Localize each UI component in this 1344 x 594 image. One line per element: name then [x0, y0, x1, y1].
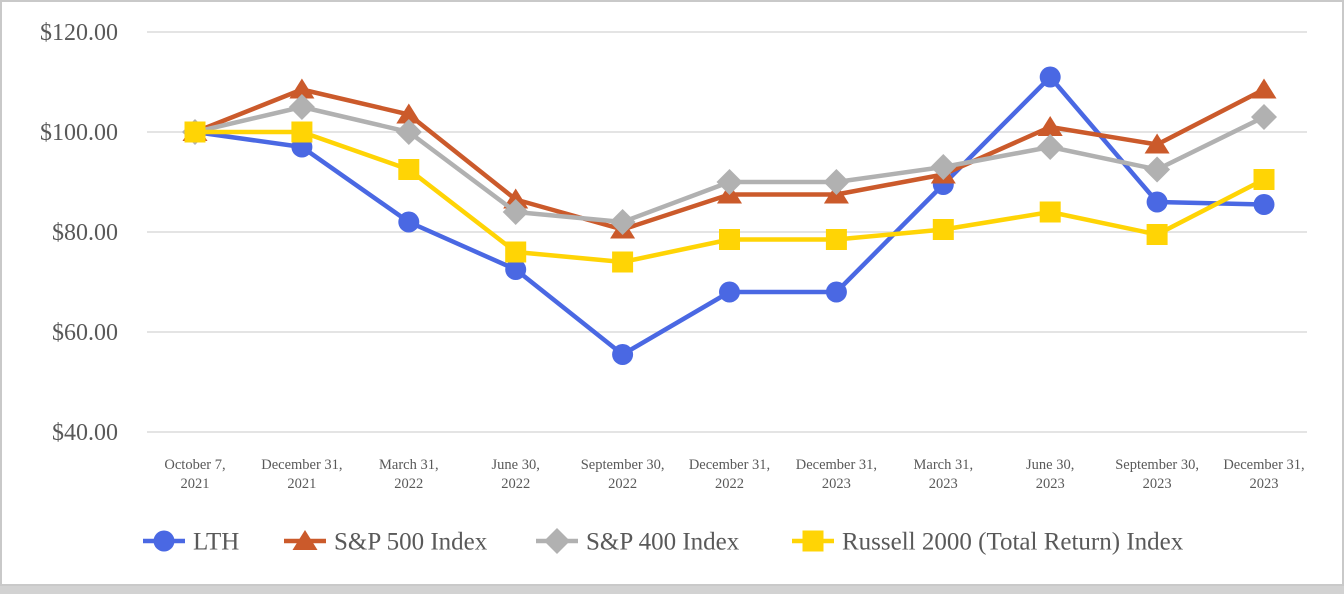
diamond-marker — [395, 119, 422, 145]
x-tick-label-line2: 2023 — [1036, 476, 1065, 492]
y-tick-label: $60.00 — [52, 320, 118, 346]
x-tick-label-line2: 2023 — [1143, 476, 1172, 492]
square-marker — [719, 229, 740, 250]
legend-item: S&P 400 Index — [536, 528, 740, 556]
circle-marker — [505, 259, 527, 280]
triangle-marker — [396, 103, 422, 124]
diamond-marker — [1037, 134, 1064, 160]
triangle-marker — [503, 188, 529, 209]
y-axis-labels: $120.00 $100.00 $80.00 $60.00 $40.00 — [40, 20, 118, 446]
legend-label: LTH — [193, 529, 239, 556]
series-diamond — [182, 94, 1277, 235]
x-tick-label-line2: 2021 — [287, 476, 316, 492]
triangle-marker — [1037, 116, 1063, 136]
diamond-marker — [716, 169, 743, 195]
x-tick-label-line1: December 31, — [796, 457, 877, 473]
circle-marker — [825, 281, 847, 303]
diamond-marker — [609, 209, 636, 235]
x-tick-label-line1: September 30, — [1115, 457, 1199, 473]
x-tick-label-line1: December 31, — [689, 457, 770, 473]
diamond-marker — [823, 169, 850, 195]
series-circle — [184, 66, 1275, 365]
chart-legend: LTH S&P 500 Index S&P 400 Index Russell 200… — [143, 528, 1184, 556]
triangle-icon — [292, 530, 318, 550]
x-tick-label-line2: 2021 — [181, 476, 210, 492]
x-tick-label-line1: December 31, — [1223, 457, 1304, 473]
x-tick-label-line1: October 7, — [164, 457, 225, 473]
series-square — [184, 121, 1275, 273]
y-tick-label: $40.00 — [52, 420, 118, 446]
legend-item: Russell 2000 (Total Return) Index — [792, 529, 1184, 556]
square-marker — [1253, 169, 1275, 190]
square-marker — [1039, 201, 1061, 223]
circle-icon — [153, 530, 175, 552]
y-tick-label: $80.00 — [52, 220, 118, 246]
series-line — [192, 104, 1267, 225]
diamond-marker — [1144, 156, 1171, 183]
y-tick-label: $100.00 — [40, 120, 118, 146]
square-marker — [612, 251, 634, 273]
legend-label: S&P 400 Index — [586, 529, 740, 556]
x-tick-label-line2: 2022 — [501, 476, 530, 492]
legend-label: Russell 2000 (Total Return) Index — [842, 529, 1184, 556]
x-tick-label-line1: June 30, — [492, 457, 540, 473]
x-tick-label-line2: 2023 — [1250, 476, 1279, 492]
legend-item: S&P 500 Index — [284, 529, 488, 556]
square-marker — [291, 121, 313, 143]
x-tick-label-line1: March 31, — [914, 457, 974, 473]
legend-item: LTH — [143, 529, 239, 556]
circle-marker — [1253, 194, 1275, 215]
triangle-marker — [289, 78, 315, 99]
circle-marker — [1146, 191, 1168, 213]
circle-marker — [398, 211, 420, 233]
circle-marker — [719, 281, 740, 303]
x-tick-label-line1: June 30, — [1026, 457, 1074, 473]
square-marker — [505, 241, 527, 263]
diamond-marker — [930, 154, 957, 180]
diamond-marker — [502, 199, 529, 225]
page-bottom-strip — [0, 586, 1344, 594]
x-axis-labels: October 7, 2021 December 31, 2021 March 31, 2… — [164, 457, 1304, 492]
x-tick-label-line2: 2022 — [715, 476, 744, 492]
square-marker — [932, 219, 954, 240]
x-tick-label-line1: September 30, — [581, 457, 665, 473]
square-marker — [184, 121, 206, 143]
legend-label: S&P 500 Index — [334, 529, 488, 556]
square-marker — [825, 229, 847, 250]
square-marker — [1146, 224, 1168, 245]
square-icon — [802, 530, 824, 552]
x-tick-label-line2: 2022 — [394, 476, 423, 492]
diamond-marker — [1251, 104, 1277, 130]
x-tick-label-line2: 2023 — [929, 476, 958, 492]
x-tick-label-line1: December 31, — [261, 457, 342, 473]
circle-marker — [1039, 66, 1061, 88]
diamond-marker — [288, 94, 315, 120]
x-tick-label-line1: March 31, — [379, 457, 439, 473]
diamond-icon — [544, 528, 570, 554]
x-tick-label-line2: 2022 — [608, 476, 637, 492]
x-tick-label-line2: 2023 — [822, 476, 851, 492]
triangle-marker — [1144, 133, 1170, 154]
y-tick-label: $120.00 — [40, 20, 118, 46]
triangle-marker — [1251, 78, 1277, 99]
circle-marker — [612, 344, 634, 365]
square-marker — [398, 159, 420, 180]
